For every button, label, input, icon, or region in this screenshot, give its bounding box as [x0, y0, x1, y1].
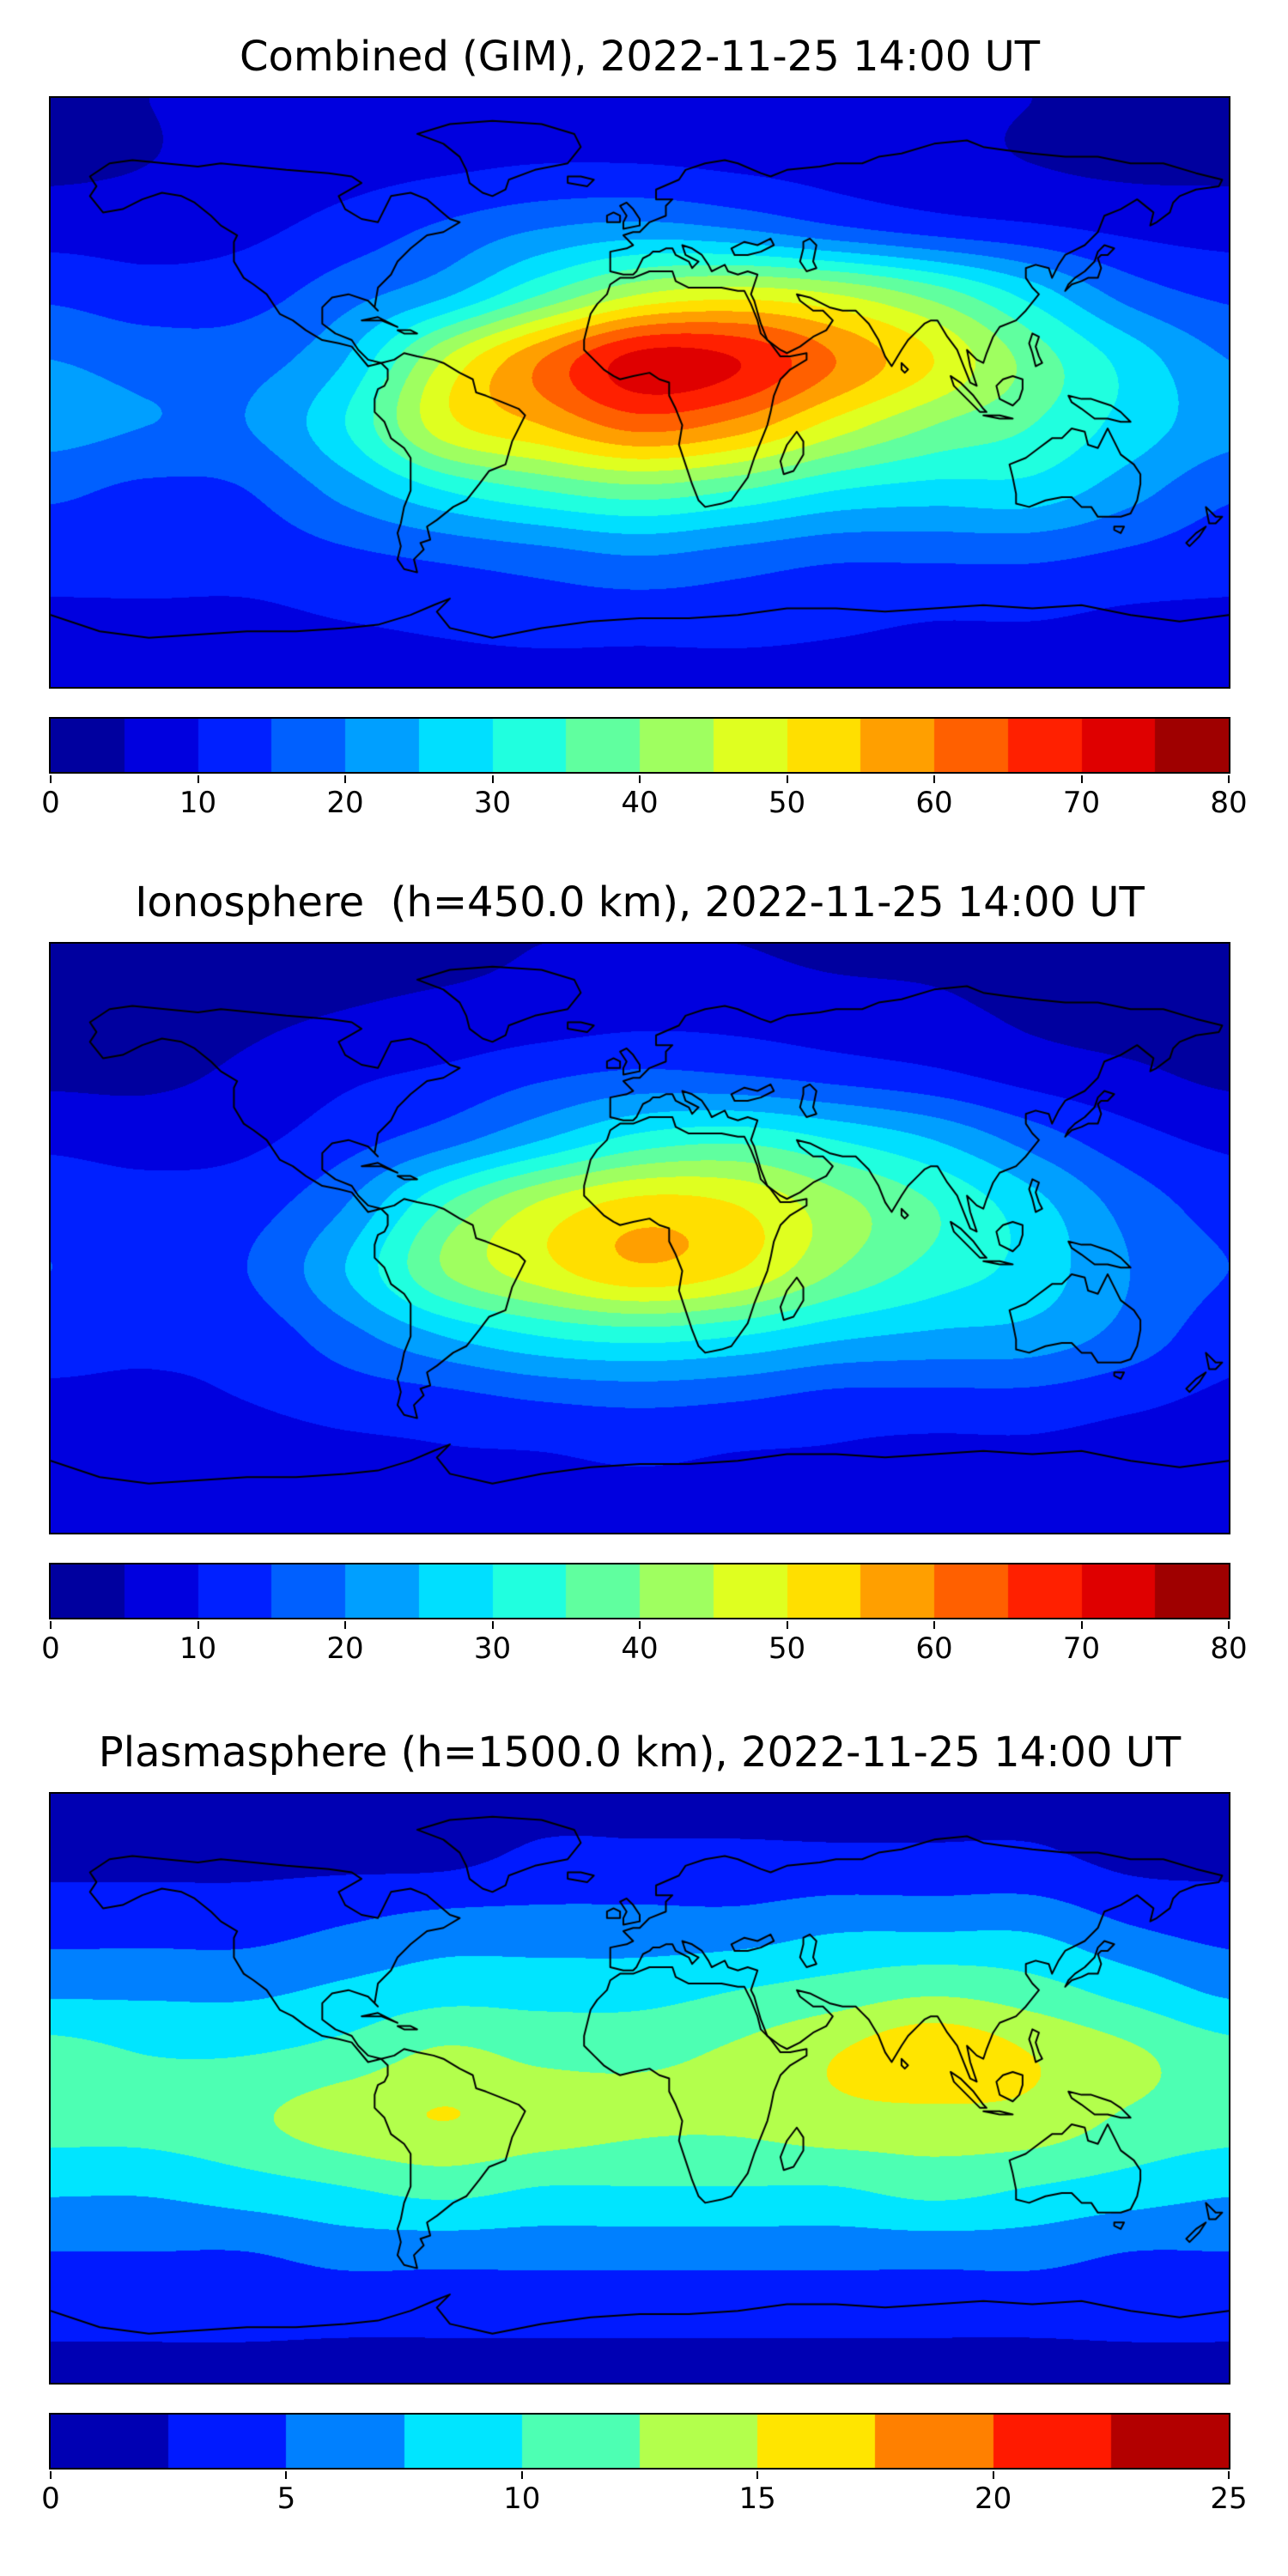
colorbar-tick-mark [491, 775, 494, 783]
tec-map-canvas [51, 944, 1229, 1533]
colorbar-tick-mark [933, 775, 935, 783]
map-axes [49, 942, 1230, 1534]
colorbar-tick-label: 50 [768, 1631, 806, 1666]
colorbar-tick-label: 0 [41, 786, 60, 820]
colorbar-tick-label: 40 [621, 1631, 659, 1666]
colorbar-tick-label: 0 [41, 2482, 60, 2516]
colorbar-tick-label: 50 [768, 786, 806, 820]
colorbar-tick-mark [992, 2471, 994, 2479]
colorbar-tick-mark [50, 775, 52, 783]
colorbar-tick-mark [1228, 1621, 1230, 1629]
colorbar-frame [49, 2413, 1230, 2470]
colorbar-tick-label: 80 [1210, 1631, 1248, 1666]
colorbar-tick-label: 60 [915, 786, 953, 820]
colorbar-tick-label: 20 [326, 786, 364, 820]
colorbar-tick-mark [1080, 1621, 1083, 1629]
colorbar-tick-mark [756, 2471, 759, 2479]
colorbar-tick-mark [50, 2471, 52, 2479]
colorbar-tick-label: 5 [276, 2482, 296, 2516]
colorbar-tick-mark [786, 775, 788, 783]
colorbar-tick-labels: 0 5 10 15 20 25 [41, 2471, 1248, 2523]
colorbar-tick-label: 20 [974, 2482, 1012, 2516]
colorbar-tick-label: 15 [738, 2482, 776, 2516]
colorbar-canvas [51, 719, 1229, 772]
colorbar-tick-mark [285, 2471, 288, 2479]
colorbar-tick-mark [491, 1621, 494, 1629]
colorbar-tick-label: 60 [915, 1631, 953, 1666]
colorbar-tick-label: 70 [1062, 1631, 1101, 1666]
panel-ionosphere: Ionosphere (h=450.0 km), 2022-11-25 14:0… [0, 846, 1288, 1692]
colorbar-tick-mark [197, 775, 199, 783]
colorbar-tick-mark [639, 775, 641, 783]
colorbar-frame [49, 717, 1230, 774]
colorbar-tick-labels: 0 10 20 30 40 50 60 70 80 [41, 1621, 1248, 1673]
chart-title: Plasmasphere (h=1500.0 km), 2022-11-25 1… [98, 1728, 1182, 1777]
colorbar-tick-mark [933, 1621, 935, 1629]
colorbar-tick-labels: 0 10 20 30 40 50 60 70 80 [41, 775, 1248, 827]
panel-plasmasphere: Plasmasphere (h=1500.0 km), 2022-11-25 1… [0, 1696, 1288, 2542]
colorbar-tick-mark [1080, 775, 1083, 783]
colorbar-tick-label: 0 [41, 1631, 60, 1666]
colorbar-tick-label: 40 [621, 786, 659, 820]
colorbar-tick-label: 30 [473, 786, 512, 820]
colorbar-tick-mark [639, 1621, 641, 1629]
colorbar-tick-label: 20 [326, 1631, 364, 1666]
colorbar-canvas [51, 2415, 1229, 2468]
colorbar-tick-mark [1228, 2471, 1230, 2479]
colorbar-tick-mark [520, 2471, 523, 2479]
colorbar-tick-label: 10 [503, 2482, 541, 2516]
tec-map-canvas [51, 1794, 1229, 2383]
colorbar-tick-label: 10 [179, 786, 217, 820]
colorbar-tick-label: 30 [473, 1631, 512, 1666]
colorbar-tick-label: 80 [1210, 786, 1248, 820]
colorbar-tick-mark [786, 1621, 788, 1629]
map-axes [49, 96, 1230, 689]
panel-combined-gim: Combined (GIM), 2022-11-25 14:00 UT 0 10 2… [0, 0, 1288, 846]
colorbar-tick-mark [1228, 775, 1230, 783]
colorbar-tick-mark [344, 775, 346, 783]
colorbar-tick-label: 25 [1210, 2482, 1248, 2516]
colorbar-tick-label: 10 [179, 1631, 217, 1666]
colorbar-tick-mark [197, 1621, 199, 1629]
colorbar-frame [49, 1563, 1230, 1619]
colorbar-canvas [51, 1564, 1229, 1618]
colorbar-tick-mark [50, 1621, 52, 1629]
colorbar-tick-mark [344, 1621, 346, 1629]
chart-title: Ionosphere (h=450.0 km), 2022-11-25 14:0… [135, 878, 1145, 927]
colorbar-tick-label: 70 [1062, 786, 1101, 820]
tec-map-canvas [51, 98, 1229, 687]
map-axes [49, 1792, 1230, 2385]
chart-title: Combined (GIM), 2022-11-25 14:00 UT [239, 33, 1041, 81]
